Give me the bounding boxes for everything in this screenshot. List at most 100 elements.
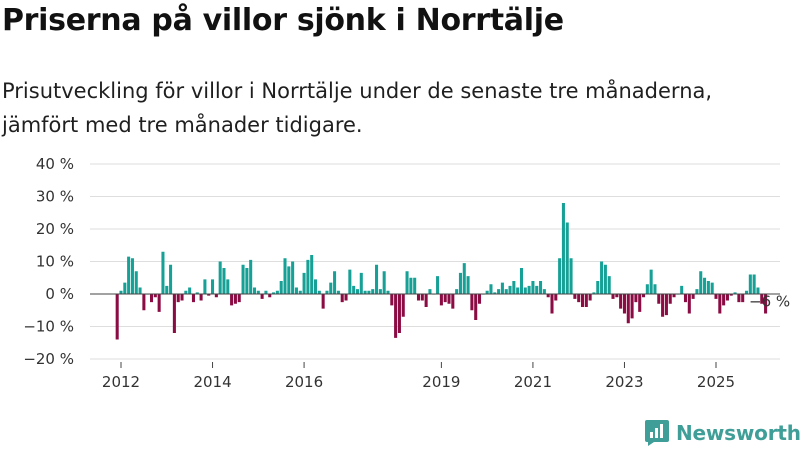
bar xyxy=(241,264,245,294)
bar xyxy=(195,292,199,295)
bar xyxy=(535,285,539,295)
bar xyxy=(493,292,497,295)
bar xyxy=(462,263,466,295)
bar xyxy=(260,294,264,299)
bar xyxy=(149,294,154,303)
bar xyxy=(523,287,527,294)
bar xyxy=(600,261,604,294)
bar xyxy=(245,268,249,294)
bar xyxy=(760,294,764,304)
bar xyxy=(375,264,379,294)
bar xyxy=(470,294,474,311)
bar xyxy=(737,294,741,303)
bar xyxy=(409,277,413,294)
bar xyxy=(611,294,615,299)
bar xyxy=(291,261,295,294)
y-tick-label: −10 % xyxy=(23,318,74,336)
bar xyxy=(310,255,314,294)
bar xyxy=(630,294,634,319)
bar xyxy=(729,294,733,296)
x-tick-label: 2012 xyxy=(102,373,140,391)
bar xyxy=(191,294,195,303)
bar xyxy=(378,289,382,295)
bar xyxy=(218,261,222,294)
bar xyxy=(725,294,729,301)
bar xyxy=(645,284,649,294)
bar xyxy=(203,279,207,295)
x-axis: 2012 2014 2016 2019 2021 2023 2025 xyxy=(102,362,735,391)
bar xyxy=(733,292,737,295)
bar xyxy=(413,277,417,294)
bar xyxy=(699,271,703,294)
bar xyxy=(596,281,600,294)
bar xyxy=(401,294,405,317)
bar xyxy=(367,290,371,294)
bar xyxy=(279,281,283,294)
bar xyxy=(264,290,268,294)
bar xyxy=(397,294,401,333)
bar xyxy=(683,294,688,303)
y-tick-label: 20 % xyxy=(36,220,74,238)
brand-name: Newsworthy xyxy=(676,421,800,445)
bar xyxy=(424,294,428,307)
y-tick-label: −20 % xyxy=(23,350,74,368)
bar xyxy=(222,268,226,294)
bar xyxy=(390,294,394,306)
bar xyxy=(554,294,558,301)
bar xyxy=(333,271,337,294)
bar xyxy=(275,290,279,294)
bar xyxy=(756,287,760,294)
bar xyxy=(138,287,142,294)
bar xyxy=(455,289,459,295)
bar xyxy=(416,294,421,301)
bar xyxy=(722,294,726,306)
newsworthy-logo: Newsworthy xyxy=(644,419,800,447)
bar xyxy=(123,282,127,295)
bar xyxy=(252,287,257,294)
bar xyxy=(439,294,443,306)
x-tick-label: 2025 xyxy=(697,373,735,391)
bar xyxy=(294,287,298,294)
bar xyxy=(306,259,310,295)
bar xyxy=(550,294,554,314)
bar xyxy=(451,294,455,309)
page-title: Priserna på villor sjönk i Norrtälje xyxy=(2,3,564,38)
bar xyxy=(443,294,447,303)
bar xyxy=(485,290,489,294)
bar xyxy=(466,276,470,295)
bar xyxy=(512,281,516,294)
bar xyxy=(695,289,699,295)
bar xyxy=(336,290,340,294)
grid-lines xyxy=(90,163,780,360)
bar xyxy=(317,290,321,294)
x-tick-label: 2016 xyxy=(285,373,323,391)
bar xyxy=(420,294,424,301)
bar xyxy=(188,287,192,294)
bar xyxy=(680,285,684,295)
bar xyxy=(718,294,722,314)
bar xyxy=(561,203,565,294)
bar xyxy=(516,287,520,294)
bar xyxy=(325,290,329,294)
bar xyxy=(500,282,504,295)
bar xyxy=(569,258,573,294)
bar xyxy=(592,292,596,295)
bar xyxy=(344,294,348,301)
x-tick-label: 2019 xyxy=(422,373,460,391)
x-tick-label: 2021 xyxy=(514,373,552,391)
bar xyxy=(668,294,672,304)
bar xyxy=(302,272,306,295)
bar xyxy=(169,264,173,294)
bar xyxy=(565,222,569,294)
bar xyxy=(172,294,176,333)
bar xyxy=(478,294,482,304)
bar xyxy=(580,294,585,307)
bar xyxy=(546,294,550,298)
bar xyxy=(744,290,749,294)
bar xyxy=(764,294,768,314)
bar xyxy=(268,294,272,298)
bar xyxy=(165,285,169,295)
bar xyxy=(176,294,180,303)
bar xyxy=(657,294,661,304)
bar-chart: −20 %−10 %0 %10 %20 %30 %40 % 2012 2014 20… xyxy=(23,155,790,391)
